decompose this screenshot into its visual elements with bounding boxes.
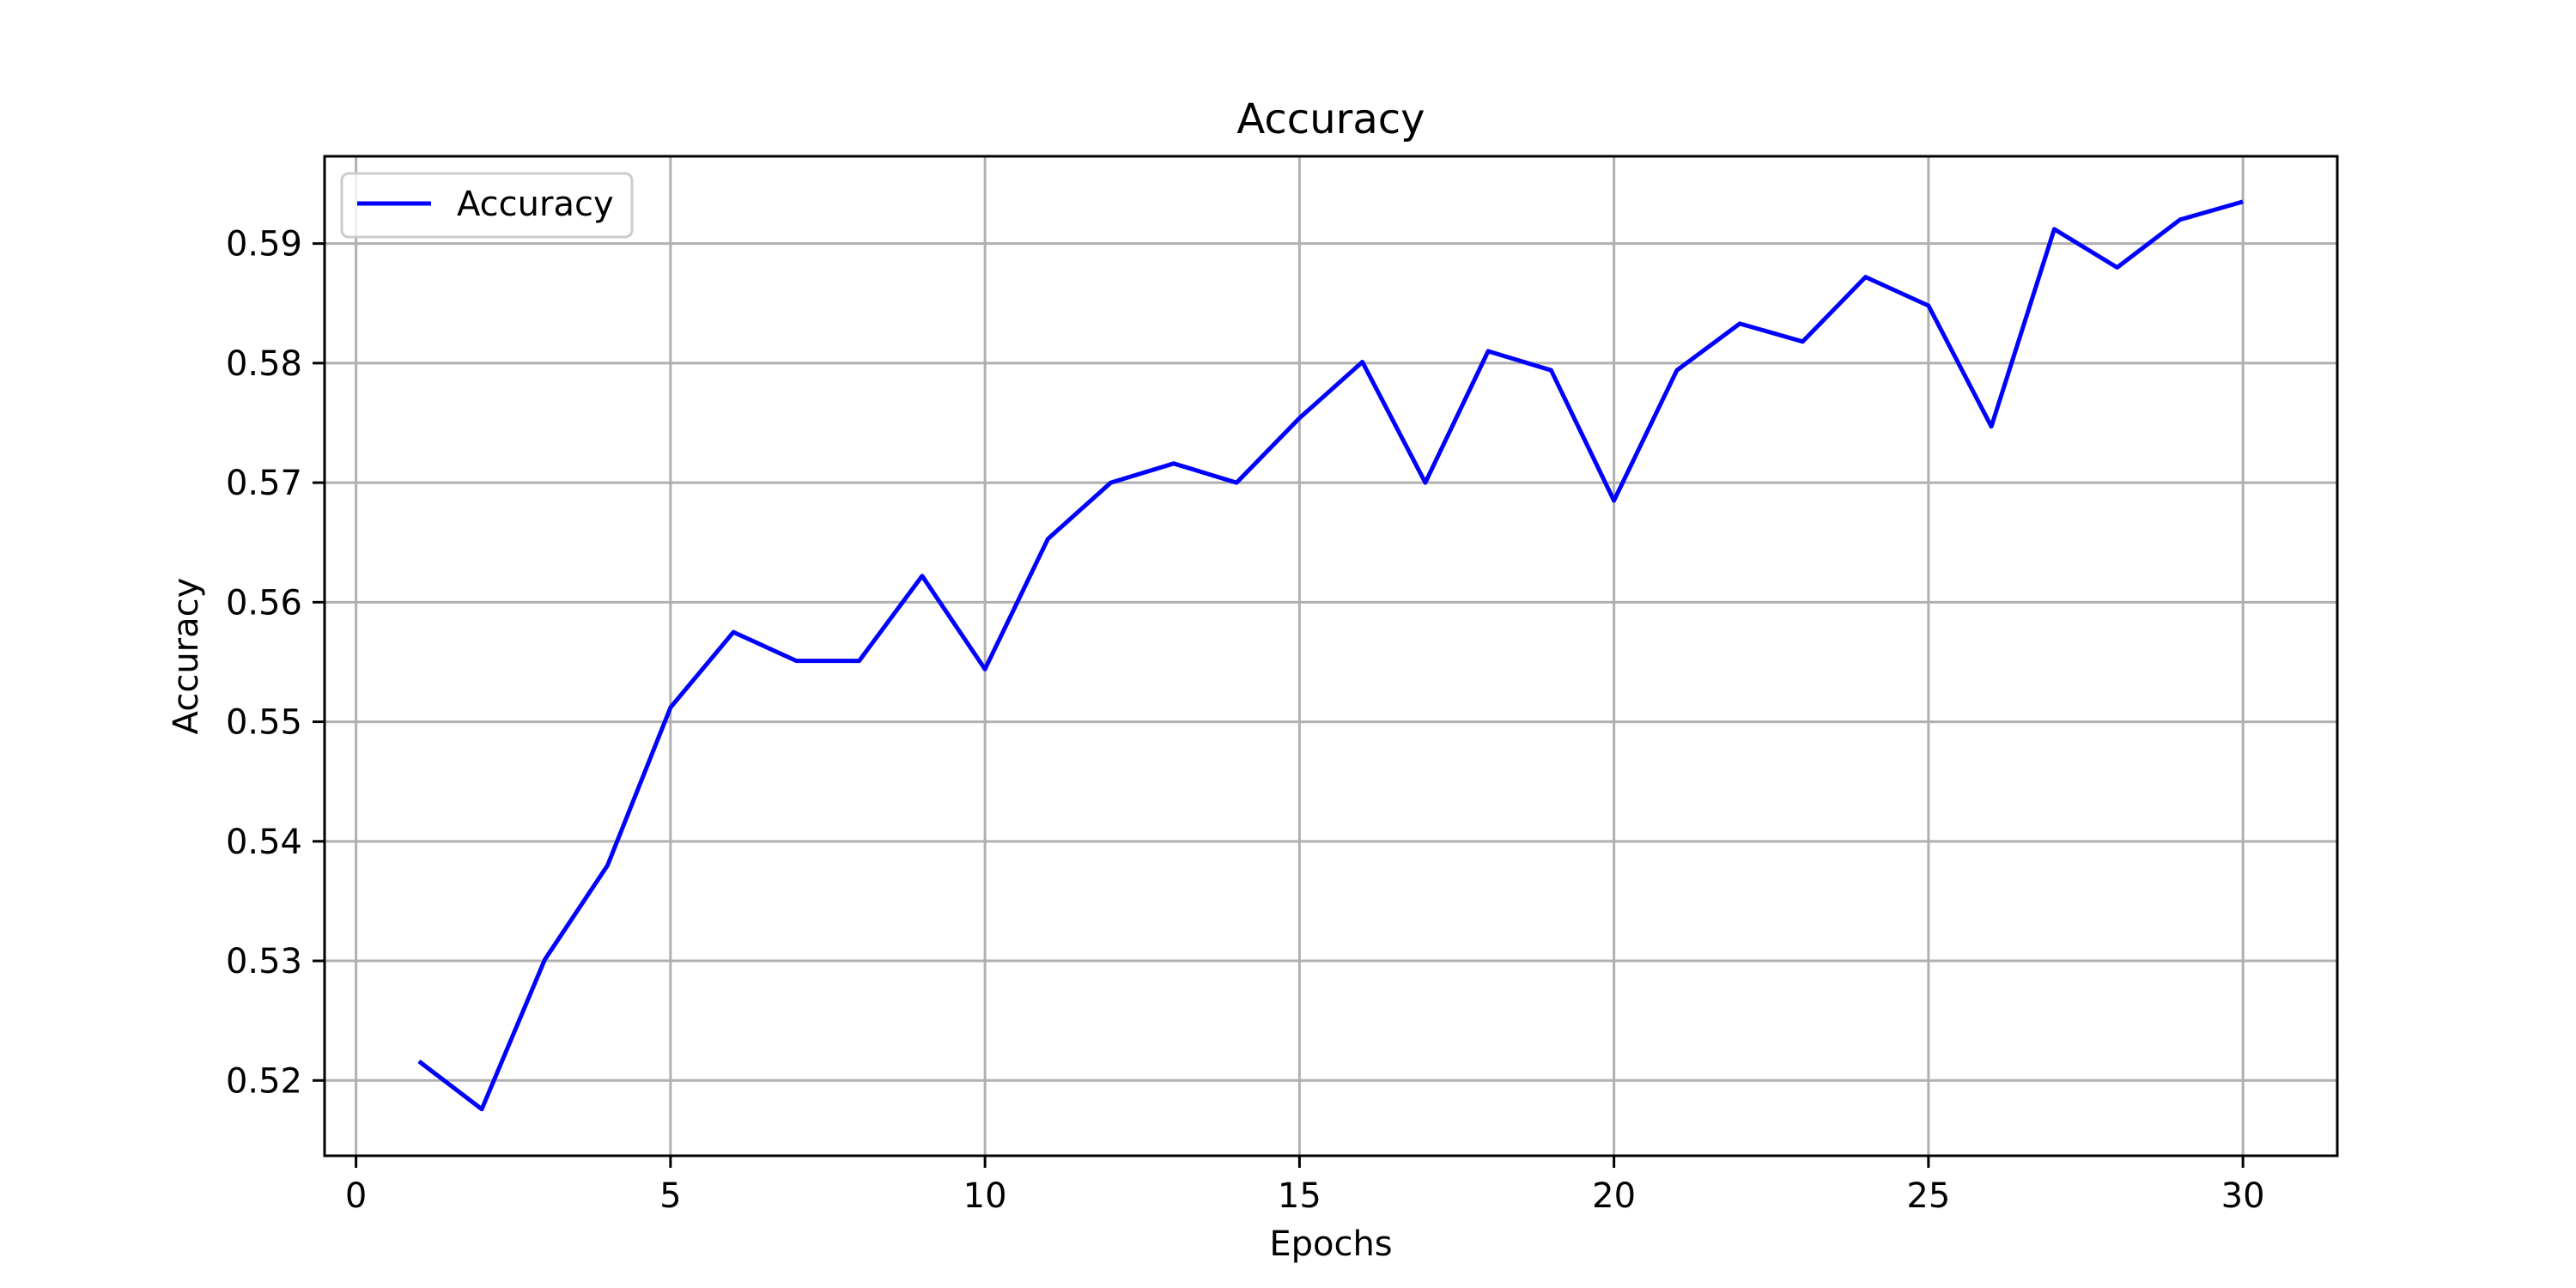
y-tick-label: 0.56: [226, 583, 302, 623]
y-axis: 0.52 0.53 0.54 0.55 0.56 0.57 0.58 0.59: [226, 225, 325, 1101]
chart-title: Accuracy: [1236, 95, 1425, 143]
series-line-group: [417, 199, 2244, 1112]
grid: [325, 156, 2337, 1156]
x-axis: 0 5 10 15 20 25 30: [345, 1156, 2265, 1216]
legend-box: [340, 172, 634, 239]
x-tick-label: 0: [345, 1176, 367, 1216]
x-axis-label: Epochs: [1269, 1224, 1392, 1264]
y-tick-label: 0.54: [226, 823, 302, 862]
plot-frame: [323, 155, 2339, 1157]
y-tick-label: 0.58: [226, 344, 302, 384]
y-axis-label: Accuracy: [167, 578, 206, 735]
x-tick-label: 25: [1906, 1176, 1950, 1216]
legend: Accuracy: [340, 172, 634, 239]
x-tick-label: 30: [2221, 1176, 2265, 1216]
x-tick-label: 5: [659, 1176, 681, 1216]
legend-label: Accuracy: [457, 185, 614, 224]
x-tick-label: 10: [963, 1176, 1007, 1216]
y-tick-label: 0.53: [226, 942, 302, 981]
y-tick-label: 0.57: [226, 464, 302, 503]
y-tick-label: 0.59: [226, 225, 302, 264]
x-tick-label: 15: [1278, 1176, 1321, 1216]
series-line: [417, 199, 2244, 1112]
y-tick-label: 0.52: [226, 1061, 302, 1101]
y-tick-label: 0.55: [226, 703, 302, 743]
x-tick-label: 20: [1592, 1176, 1636, 1216]
